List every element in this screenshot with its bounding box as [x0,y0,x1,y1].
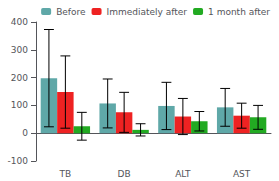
svg-text:AST: AST [233,169,251,179]
svg-text:0: 0 [22,128,28,138]
svg-text:1 month after: 1 month after [208,7,270,17]
svg-text:Before: Before [56,7,86,17]
svg-text:100: 100 [11,100,28,110]
svg-text:DB: DB [118,169,131,179]
svg-text:Immediately after: Immediately after [107,7,188,17]
svg-text:ALT: ALT [175,169,191,179]
svg-text:-100: -100 [8,156,29,166]
svg-text:200: 200 [11,73,28,83]
svg-text:TB: TB [59,169,72,179]
svg-text:300: 300 [11,45,28,55]
svg-text:400: 400 [11,17,28,27]
